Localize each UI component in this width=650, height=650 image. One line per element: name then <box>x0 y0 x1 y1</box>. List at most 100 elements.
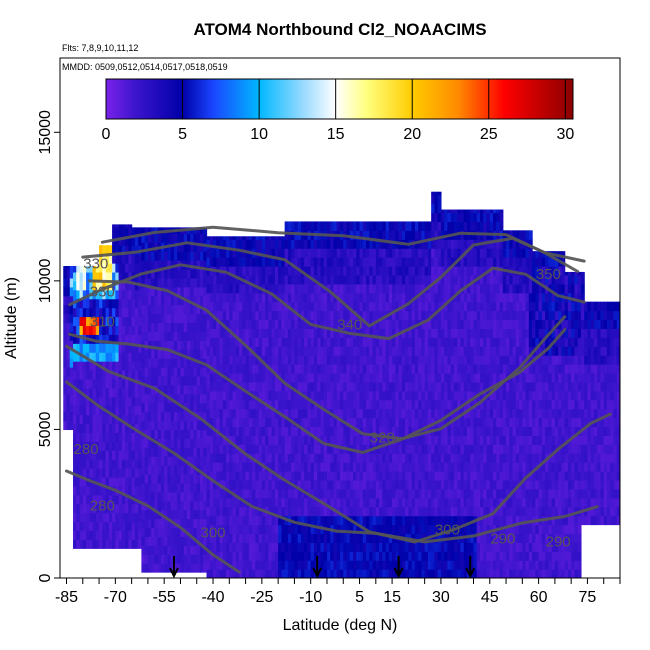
heatmap-cell <box>362 453 367 463</box>
heatmap-cell <box>473 488 478 499</box>
heatmap-cell <box>476 292 481 303</box>
heatmap-cell <box>470 319 475 329</box>
heatmap-cell <box>326 346 331 356</box>
heatmap-cell <box>180 286 185 297</box>
heatmap-cell <box>118 298 123 309</box>
heatmap-cell <box>154 295 159 306</box>
heatmap-cell <box>333 524 338 535</box>
heatmap-cell <box>330 364 335 374</box>
heatmap-cell <box>346 488 351 499</box>
heatmap-cell <box>349 372 354 383</box>
heatmap-cell <box>398 221 403 231</box>
heatmap-cell <box>261 355 266 365</box>
heatmap-cell <box>196 393 201 404</box>
heatmap-cell <box>385 319 390 329</box>
heatmap-cell <box>398 471 403 481</box>
heatmap-cell <box>138 476 142 487</box>
heatmap-cell <box>86 361 90 371</box>
heatmap-cell <box>112 494 116 505</box>
heatmap-cell <box>480 301 484 312</box>
heatmap-cell <box>268 399 273 410</box>
heatmap-cell <box>183 447 188 457</box>
heatmap-cell <box>125 316 129 327</box>
heatmap-cell <box>353 524 357 535</box>
heatmap-cell <box>112 414 116 425</box>
heatmap-cell <box>385 542 390 552</box>
heatmap-cell <box>131 378 136 389</box>
heatmap-cell <box>310 248 315 258</box>
heatmap-cell <box>89 494 94 505</box>
heatmap-cell <box>414 408 419 419</box>
heatmap-cell <box>356 372 361 383</box>
heatmap-cell <box>457 488 462 499</box>
heatmap-cell <box>268 462 273 472</box>
heatmap-cell <box>336 471 341 481</box>
heatmap-cell <box>405 292 409 303</box>
heatmap-cell <box>183 251 188 261</box>
heatmap-cell <box>213 372 217 383</box>
heatmap-cell <box>463 364 468 374</box>
heatmap-cell <box>242 292 247 303</box>
heatmap-cell <box>362 274 367 285</box>
heatmap-cell <box>118 361 123 371</box>
heatmap-cell <box>307 444 312 454</box>
heatmap-cell <box>460 310 465 321</box>
heatmap-cell <box>121 254 126 264</box>
heatmap-cell <box>401 453 406 463</box>
heatmap-cell <box>291 497 296 508</box>
heatmap-cell <box>287 426 292 436</box>
heatmap-cell <box>190 384 195 395</box>
heatmap-cell <box>473 435 478 445</box>
heatmap-cell <box>252 346 256 356</box>
heatmap-cell <box>372 471 377 481</box>
heatmap-cell <box>330 266 335 276</box>
heatmap-cell <box>330 221 335 231</box>
heatmap-cell <box>73 476 77 487</box>
heatmap-cell <box>92 334 97 344</box>
heatmap-cell <box>157 420 162 431</box>
heatmap-cell <box>203 411 208 422</box>
heatmap-cell <box>317 399 322 410</box>
heatmap-cell <box>248 479 253 490</box>
heatmap-cell <box>170 322 175 332</box>
heatmap-cell <box>395 462 400 472</box>
heatmap-cell <box>401 444 406 454</box>
heatmap-cell <box>138 450 142 460</box>
heatmap-cell <box>300 301 305 312</box>
heatmap-cell <box>229 524 234 535</box>
heatmap-cell <box>437 497 442 508</box>
heatmap-cell <box>408 283 413 294</box>
heatmap-cell <box>193 518 198 529</box>
heatmap-cell <box>359 328 364 338</box>
heatmap-cell <box>193 251 198 261</box>
heatmap-cell <box>222 435 227 445</box>
heatmap-cell <box>411 399 416 410</box>
heatmap-cell <box>131 521 136 532</box>
heatmap-cell <box>424 372 429 383</box>
heatmap-cell <box>86 539 90 549</box>
heatmap-cell <box>108 405 113 416</box>
heatmap-cell <box>206 248 211 258</box>
heatmap-cell <box>222 462 227 472</box>
heatmap-cell <box>457 257 462 267</box>
heatmap-cell <box>63 349 68 359</box>
heatmap-cell <box>395 230 400 240</box>
heatmap-cell <box>284 310 289 321</box>
heatmap-cell <box>466 390 471 401</box>
heatmap-cell <box>190 375 195 386</box>
heatmap-cell <box>395 453 400 463</box>
heatmap-cell <box>265 292 269 303</box>
heatmap-cell <box>447 346 452 356</box>
heatmap-cell <box>89 325 94 335</box>
heatmap-cell <box>362 301 367 312</box>
heatmap-cell <box>287 471 292 481</box>
heatmap-cell <box>278 453 282 463</box>
heatmap-cell <box>255 471 260 481</box>
heatmap-cell <box>411 515 416 526</box>
heatmap-cell <box>340 355 344 365</box>
heatmap-cell <box>320 283 325 294</box>
heatmap-cell <box>353 355 357 365</box>
heatmap-cell <box>261 346 266 356</box>
heatmap-cell <box>73 432 77 442</box>
heatmap-cell <box>284 319 289 329</box>
